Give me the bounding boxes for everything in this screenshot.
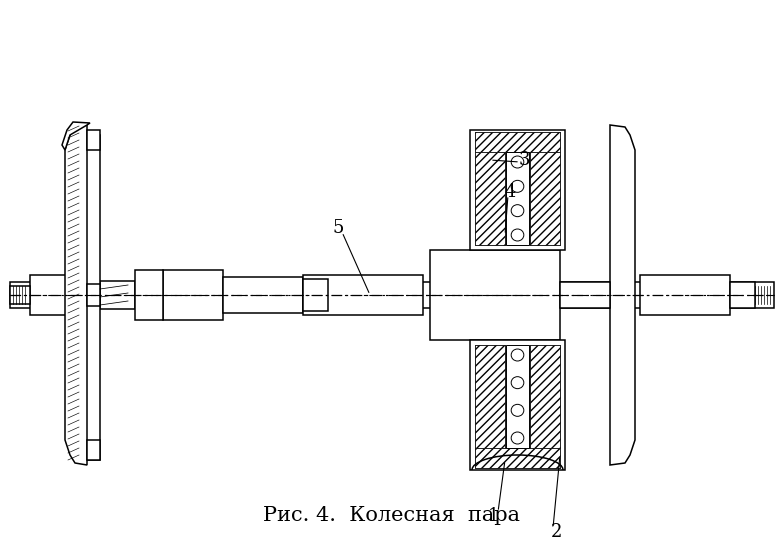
Ellipse shape — [511, 156, 524, 168]
Polygon shape — [475, 132, 560, 152]
Bar — [10, 286, 30, 304]
Bar — [10, 282, 774, 308]
Bar — [475, 345, 505, 448]
Ellipse shape — [511, 205, 524, 217]
Bar — [303, 275, 423, 315]
Bar — [85, 135, 100, 460]
Polygon shape — [62, 122, 90, 150]
Bar — [475, 132, 560, 152]
Polygon shape — [65, 125, 87, 465]
Bar — [87, 284, 100, 306]
Bar — [30, 275, 85, 315]
Bar — [430, 250, 560, 340]
Bar — [303, 279, 328, 311]
Bar — [163, 270, 223, 320]
Text: 2: 2 — [551, 523, 563, 541]
Bar — [506, 345, 529, 448]
Bar — [470, 340, 565, 470]
Bar — [730, 282, 755, 308]
Polygon shape — [530, 152, 560, 245]
Bar — [475, 448, 560, 468]
Ellipse shape — [511, 229, 524, 241]
Bar — [506, 152, 529, 245]
Bar — [87, 440, 100, 460]
Ellipse shape — [511, 432, 524, 444]
Ellipse shape — [511, 349, 524, 361]
Text: 3: 3 — [518, 151, 530, 169]
Text: 5: 5 — [332, 219, 343, 237]
Ellipse shape — [511, 377, 524, 389]
Text: 4: 4 — [504, 183, 516, 201]
Bar — [530, 152, 560, 245]
Bar — [470, 130, 565, 250]
Ellipse shape — [511, 404, 524, 416]
Bar — [530, 345, 560, 448]
Bar — [640, 275, 730, 315]
Polygon shape — [475, 448, 560, 468]
Text: Рис. 4.  Колесная  пара: Рис. 4. Колесная пара — [263, 506, 521, 525]
Text: 1: 1 — [488, 507, 499, 525]
Polygon shape — [530, 345, 560, 448]
Bar — [135, 270, 163, 320]
Polygon shape — [475, 152, 505, 245]
Bar — [87, 130, 100, 150]
Bar — [475, 152, 505, 245]
Polygon shape — [475, 345, 505, 448]
Bar — [560, 282, 610, 308]
Bar — [223, 277, 303, 313]
Bar — [100, 281, 135, 309]
Ellipse shape — [511, 180, 524, 192]
Polygon shape — [610, 125, 635, 465]
